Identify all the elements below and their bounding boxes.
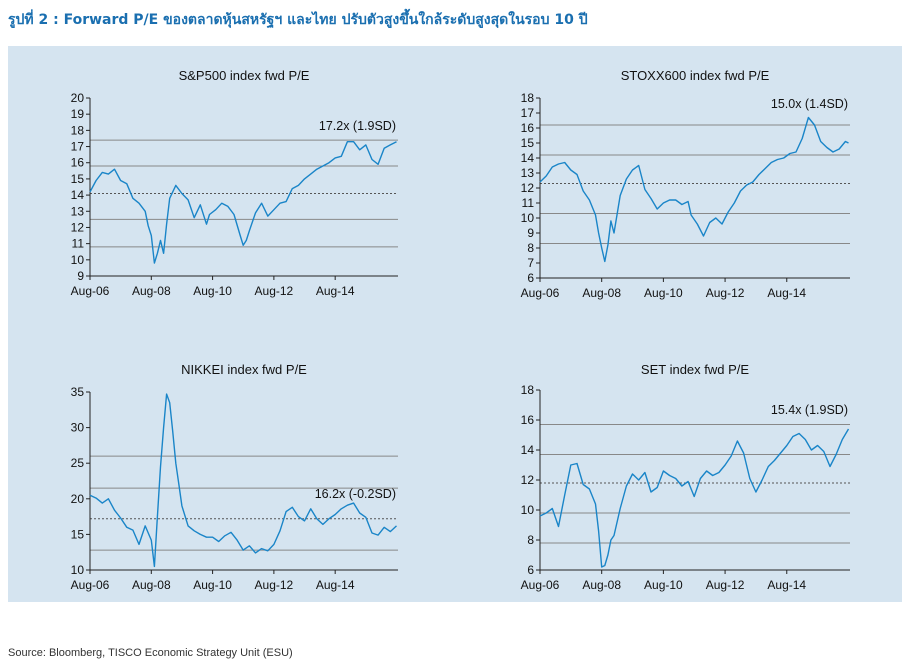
y-tick-label: 6 bbox=[527, 271, 534, 285]
x-tick-label: Aug-08 bbox=[582, 578, 621, 592]
x-tick-label: Aug-06 bbox=[521, 286, 560, 300]
y-tick-label: 9 bbox=[527, 226, 534, 240]
y-tick-label: 15 bbox=[71, 172, 85, 186]
x-tick-label: Aug-10 bbox=[644, 286, 683, 300]
chart-title: S&P500 index fwd P/E bbox=[179, 68, 310, 83]
x-tick-label: Aug-10 bbox=[644, 578, 683, 592]
chart-title: SET index fwd P/E bbox=[641, 362, 749, 377]
x-tick-label: Aug-12 bbox=[706, 286, 745, 300]
x-tick-label: Aug-06 bbox=[71, 284, 110, 298]
chart-panel: S&P500 index fwd P/E 9 10 11 12 13 14 15 16 17 18 1… bbox=[8, 46, 902, 602]
y-tick-label: 10 bbox=[71, 563, 85, 577]
y-tick-label: 6 bbox=[527, 563, 534, 577]
y-tick-label: 14 bbox=[521, 443, 535, 457]
y-tick-label: 10 bbox=[521, 211, 535, 225]
y-tick-label: 15 bbox=[71, 527, 85, 541]
pe-series-line bbox=[89, 140, 397, 264]
y-tick-label: 7 bbox=[527, 256, 534, 270]
y-tick-label: 11 bbox=[522, 196, 535, 210]
chart-3: NIKKEI index fwd P/E 10 15 20 25 30 35 Aug-06 Au… bbox=[71, 362, 398, 592]
y-tick-label: 8 bbox=[527, 533, 534, 547]
current-value-annotation: 16.2x (-0.2SD) bbox=[315, 487, 396, 501]
x-tick-label: Aug-08 bbox=[132, 284, 171, 298]
current-value-annotation: 15.0x (1.4SD) bbox=[771, 97, 848, 111]
y-tick-label: 10 bbox=[521, 503, 535, 517]
y-tick-label: 19 bbox=[71, 107, 85, 121]
y-tick-label: 18 bbox=[71, 123, 85, 137]
y-tick-label: 16 bbox=[71, 156, 85, 170]
y-tick-label: 18 bbox=[521, 91, 535, 105]
chart-1: S&P500 index fwd P/E 9 10 11 12 13 14 15 16 17 18 1… bbox=[71, 68, 398, 298]
y-tick-label: 30 bbox=[71, 421, 85, 435]
chart-2: STOXX600 index fwd P/E 678910111213141516… bbox=[521, 68, 850, 300]
x-tick-label: Aug-12 bbox=[706, 578, 745, 592]
y-tick-label: 25 bbox=[71, 456, 85, 470]
x-tick-label: Aug-12 bbox=[255, 578, 294, 592]
y-tick-label: 18 bbox=[521, 383, 535, 397]
y-tick-label: 10 bbox=[71, 253, 85, 267]
x-tick-label: Aug-12 bbox=[255, 284, 294, 298]
y-tick-label: 16 bbox=[521, 413, 535, 427]
y-tick-label: 13 bbox=[521, 166, 535, 180]
x-tick-label: Aug-14 bbox=[767, 286, 806, 300]
y-tick-label: 35 bbox=[71, 385, 85, 399]
y-tick-label: 17 bbox=[71, 140, 85, 154]
y-tick-label: 14 bbox=[71, 188, 85, 202]
y-tick-label: 14 bbox=[521, 151, 535, 165]
y-tick-label: 17 bbox=[521, 106, 535, 120]
pe-series-line bbox=[539, 116, 849, 263]
y-tick-label: 20 bbox=[71, 91, 85, 105]
x-tick-label: Aug-14 bbox=[316, 578, 355, 592]
y-tick-label: 13 bbox=[71, 204, 85, 218]
source-note: Source: Bloomberg, TISCO Economic Strate… bbox=[8, 647, 293, 659]
y-tick-label: 16 bbox=[521, 121, 535, 135]
current-value-annotation: 15.4x (1.9SD) bbox=[771, 403, 848, 417]
y-tick-label: 12 bbox=[71, 220, 85, 234]
x-tick-label: Aug-10 bbox=[193, 578, 232, 592]
chart-title: NIKKEI index fwd P/E bbox=[181, 362, 307, 377]
x-tick-label: Aug-08 bbox=[132, 578, 171, 592]
figure-title: รูปที่ 2 : Forward P/E ของตลาดหุ้นสหรัฐฯ… bbox=[8, 12, 588, 28]
pe-series-line bbox=[89, 393, 397, 568]
y-tick-label: 11 bbox=[72, 237, 85, 251]
x-tick-label: Aug-14 bbox=[316, 284, 355, 298]
x-tick-label: Aug-08 bbox=[582, 286, 621, 300]
chart-4: SET index fwd P/E 6 8 10 12 14 16 18 Aug-06 Aug-0… bbox=[521, 362, 850, 592]
x-tick-label: Aug-14 bbox=[767, 578, 806, 592]
x-tick-label: Aug-10 bbox=[193, 284, 232, 298]
y-tick-label: 8 bbox=[527, 241, 534, 255]
x-tick-label: Aug-06 bbox=[71, 578, 110, 592]
y-tick-label: 15 bbox=[521, 136, 535, 150]
y-tick-label: 20 bbox=[71, 492, 85, 506]
current-value-annotation: 17.2x (1.9SD) bbox=[319, 119, 396, 133]
x-tick-label: Aug-06 bbox=[521, 578, 560, 592]
y-tick-label: 12 bbox=[521, 473, 535, 487]
y-tick-label: 12 bbox=[521, 181, 535, 195]
chart-title: STOXX600 index fwd P/E bbox=[621, 68, 770, 83]
y-tick-label: 9 bbox=[77, 269, 84, 283]
pe-series-line bbox=[539, 428, 850, 568]
charts-canvas: S&P500 index fwd P/E91011121314151617181… bbox=[71, 68, 850, 592]
